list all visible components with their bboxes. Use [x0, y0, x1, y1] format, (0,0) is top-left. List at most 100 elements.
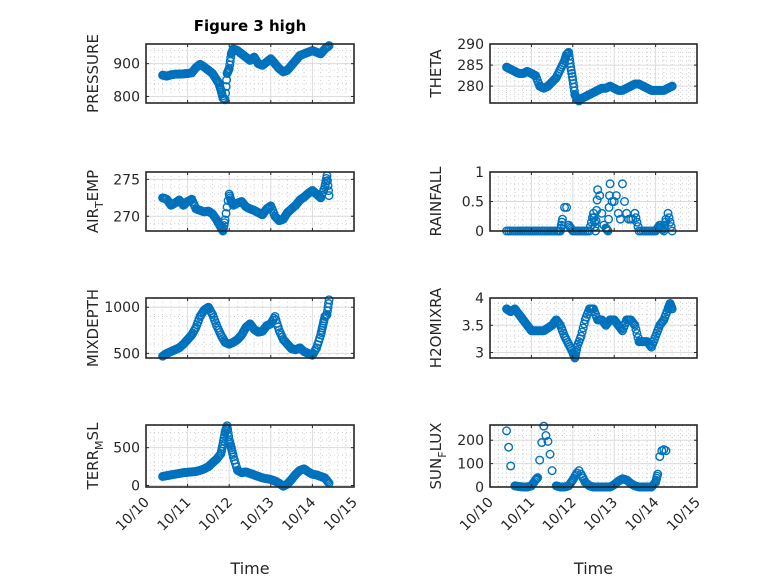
data-point — [567, 68, 577, 78]
axes-frame — [145, 297, 355, 359]
y-tick-label: 0 — [475, 224, 484, 240]
data-point — [653, 469, 663, 479]
data-point — [663, 208, 673, 218]
data-point — [541, 431, 551, 441]
y-tick-label: 100 — [457, 457, 484, 473]
data-point — [557, 214, 567, 224]
data-point — [322, 176, 332, 186]
data-point — [221, 208, 231, 218]
data-point — [324, 299, 334, 309]
data-point — [631, 324, 641, 334]
data-point — [566, 65, 576, 75]
axes-frame — [145, 424, 355, 488]
subplot-rainfall: 0 0.5 1 RAINFALL — [427, 165, 698, 240]
y-tick-label: 285 — [457, 58, 484, 74]
x-axis-label: Time — [229, 559, 269, 578]
data-point — [533, 473, 543, 483]
y-tick-label: 0 — [131, 478, 140, 494]
axes-frame — [489, 297, 698, 359]
data-point — [661, 446, 671, 456]
data-point — [506, 461, 516, 471]
data-point — [667, 81, 677, 91]
data-point — [577, 327, 587, 337]
y-tick-label: 270 — [113, 209, 140, 225]
y-axis-label: AIRTEMP — [84, 170, 106, 233]
data-point — [323, 41, 333, 51]
data-point — [632, 217, 642, 227]
data-point — [221, 88, 231, 98]
data-point — [591, 216, 601, 226]
y-axis-label: TERRMSL — [84, 422, 106, 491]
y-tick-label: 0 — [475, 480, 484, 496]
x-axis-label: Time — [573, 559, 613, 578]
data-point — [323, 477, 333, 487]
data-point — [545, 449, 555, 459]
data-point — [590, 217, 600, 227]
y-axis-label: H2OMIXRA — [427, 287, 445, 368]
y-axis-label: RAINFALL — [427, 166, 445, 237]
data-point — [502, 426, 512, 436]
data-point — [537, 438, 547, 448]
data-point — [629, 319, 639, 329]
data-point — [609, 196, 619, 206]
data-point — [630, 208, 640, 218]
y-tick-label: 4 — [475, 291, 484, 307]
data-point — [617, 179, 627, 189]
axes-background — [490, 425, 697, 487]
y-tick-label: 280 — [457, 79, 484, 95]
y-axis-label: SUNFLUX — [427, 423, 449, 490]
data-point — [593, 185, 603, 195]
data-point — [324, 41, 334, 51]
data-point — [576, 331, 586, 341]
y-tick-label: 900 — [113, 57, 140, 73]
axes-frame — [145, 43, 355, 104]
data-point — [597, 208, 607, 218]
data-point — [220, 215, 230, 225]
y-tick-label: 275 — [113, 172, 140, 188]
axes-frame — [489, 424, 698, 488]
data-point — [324, 191, 334, 201]
data-point — [221, 82, 231, 92]
y-tick-label: 500 — [113, 346, 140, 362]
data-point — [630, 320, 640, 330]
y-tick-label: 0.5 — [462, 195, 484, 211]
data-point — [665, 217, 675, 227]
y-tick-label: 290 — [457, 37, 484, 53]
y-tick-label: 800 — [113, 89, 140, 105]
data-point — [611, 191, 621, 201]
data-point — [605, 179, 615, 189]
axes-frame — [145, 171, 355, 232]
data-point — [547, 466, 557, 476]
subplot-theta: 280 285 290 THETA — [427, 37, 698, 106]
y-axis-label: MIXDEPTH — [84, 289, 102, 367]
data-point — [604, 214, 614, 224]
data-point — [632, 328, 642, 338]
figure-title: Figure 3 high — [194, 17, 307, 35]
data-point — [595, 191, 605, 201]
y-tick-label: 1000 — [104, 300, 140, 316]
data-point — [620, 196, 630, 206]
subplot-h2omixra: 3 3.5 4 H2OMIXRA — [427, 287, 698, 368]
y-tick-label: 3 — [475, 346, 484, 362]
data-point — [324, 186, 334, 196]
subplot-pressure: 800 900 PRESSURE — [84, 34, 355, 113]
data-point — [535, 455, 545, 465]
y-tick-label: 500 — [113, 441, 140, 457]
data-point — [504, 442, 514, 452]
data-point — [562, 202, 572, 212]
y-axis-label: THETA — [427, 49, 445, 99]
data-point — [667, 304, 677, 314]
data-point — [631, 213, 641, 223]
y-tick-label: 200 — [457, 433, 484, 449]
data-point — [322, 476, 332, 486]
y-axis-label: PRESSURE — [84, 34, 102, 113]
y-tick-label: 1 — [475, 165, 484, 181]
subplot-air-temp: 270 275 AIRTEMP — [84, 170, 355, 236]
axes-frame — [489, 43, 698, 104]
data-point — [543, 436, 553, 446]
data-point — [539, 421, 549, 431]
data-point — [214, 451, 224, 461]
data-point — [324, 295, 334, 305]
